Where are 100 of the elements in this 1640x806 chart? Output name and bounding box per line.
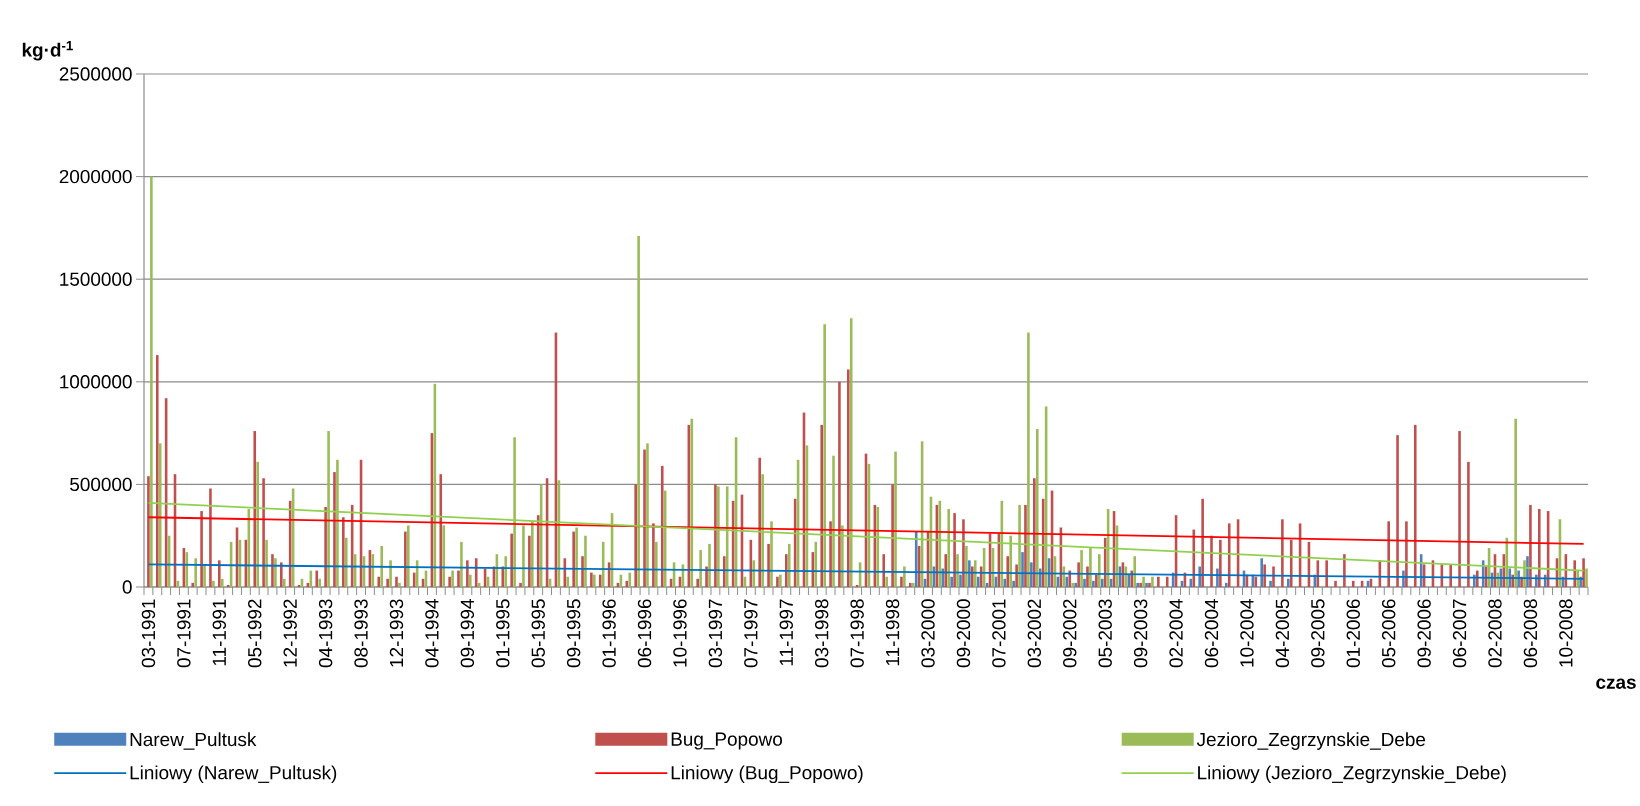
bar — [1269, 580, 1272, 587]
bar — [1021, 552, 1024, 587]
x-tick-label: 09-2005 — [1311, 599, 1325, 668]
bar — [705, 566, 708, 587]
bar — [466, 560, 469, 587]
bar — [566, 576, 570, 587]
bar — [1210, 535, 1213, 587]
bar — [894, 451, 897, 587]
bar — [1165, 576, 1169, 587]
bar — [959, 574, 962, 587]
bar — [1018, 504, 1021, 587]
bar — [1133, 556, 1137, 587]
bar — [976, 576, 980, 587]
bar — [663, 490, 667, 587]
bar — [643, 449, 646, 587]
bar — [655, 541, 658, 587]
bar — [885, 576, 888, 587]
bar — [634, 484, 637, 587]
bar — [318, 578, 321, 587]
x-tick-label: 02-2008 — [1488, 599, 1502, 668]
bar — [474, 558, 478, 587]
bar — [519, 582, 522, 587]
bar — [637, 236, 640, 587]
bar — [262, 478, 265, 587]
x-tick-label: 01-1996 — [602, 599, 616, 668]
bar — [838, 381, 841, 587]
bar — [584, 535, 587, 587]
x-tick-label: 11-1997 — [779, 599, 793, 666]
bar — [1015, 564, 1018, 587]
bar — [439, 474, 443, 587]
bar — [646, 443, 649, 587]
bar — [784, 554, 788, 587]
bar — [510, 533, 513, 587]
bar — [1325, 560, 1328, 587]
bar — [953, 513, 956, 587]
x-tick-label: 07-1998 — [850, 599, 864, 668]
legend-label: Liniowy (Narew_Pultusk) — [130, 765, 337, 784]
bar — [598, 574, 602, 587]
bar — [451, 570, 454, 587]
bar — [536, 515, 540, 587]
bar — [581, 556, 584, 587]
bar — [377, 576, 381, 587]
bar — [1529, 504, 1532, 587]
bar — [1077, 562, 1080, 587]
bar — [1413, 424, 1417, 587]
bar — [203, 564, 206, 587]
bar — [386, 578, 389, 587]
bar — [1097, 554, 1101, 587]
bar — [1585, 568, 1588, 587]
y-axis-title: kg·d$^{-1}$ — [22, 41, 73, 61]
bar — [1100, 578, 1104, 587]
bar — [1201, 498, 1204, 587]
x-tick-label: 08-1993 — [354, 599, 368, 668]
bar — [628, 572, 632, 587]
bar — [832, 455, 835, 587]
bar — [787, 543, 791, 587]
bar — [752, 560, 756, 587]
bar — [1157, 576, 1160, 587]
bar — [336, 459, 339, 587]
bar — [191, 582, 195, 587]
bar — [1449, 564, 1452, 587]
x-tick-label: 09-1995 — [566, 599, 581, 668]
bar — [1396, 435, 1399, 587]
bar — [1151, 576, 1154, 587]
x-tick-label: 06-2007 — [1452, 599, 1467, 668]
bar — [965, 545, 968, 587]
bar — [1219, 539, 1222, 587]
bar — [947, 509, 950, 587]
bar — [973, 560, 977, 587]
bar — [823, 324, 826, 587]
bar — [575, 527, 578, 587]
bar — [696, 578, 699, 587]
x-tick-label: 07-2001 — [992, 599, 1006, 668]
bar — [1198, 566, 1201, 587]
x-tick-label: 06-1996 — [637, 599, 652, 668]
bar — [271, 554, 274, 587]
bar — [1080, 550, 1083, 587]
x-tick-label: 07-1997 — [744, 599, 758, 668]
bar — [956, 554, 959, 587]
x-tick-label: 04-2005 — [1275, 599, 1290, 668]
bar — [344, 537, 348, 587]
x-tick-label: 03-1998 — [815, 599, 829, 668]
bar — [1289, 539, 1293, 587]
x-tick-label: 03-1991 — [141, 599, 156, 668]
bar — [699, 550, 702, 587]
bar — [1260, 558, 1264, 587]
x-tick-label: 03-1997 — [708, 599, 723, 668]
x-tick-label: 05-1995 — [531, 599, 545, 668]
bar — [460, 541, 463, 587]
bar — [767, 543, 770, 587]
bar — [282, 578, 286, 587]
x-tick-label: 07-1991 — [177, 599, 191, 668]
bar — [1458, 431, 1461, 587]
bar — [950, 576, 953, 587]
x-tick-label: 11-1991 — [212, 599, 226, 666]
bar — [1537, 509, 1541, 587]
bar — [1027, 332, 1030, 587]
bar — [342, 517, 345, 587]
bar — [846, 369, 850, 587]
bar — [690, 418, 694, 587]
